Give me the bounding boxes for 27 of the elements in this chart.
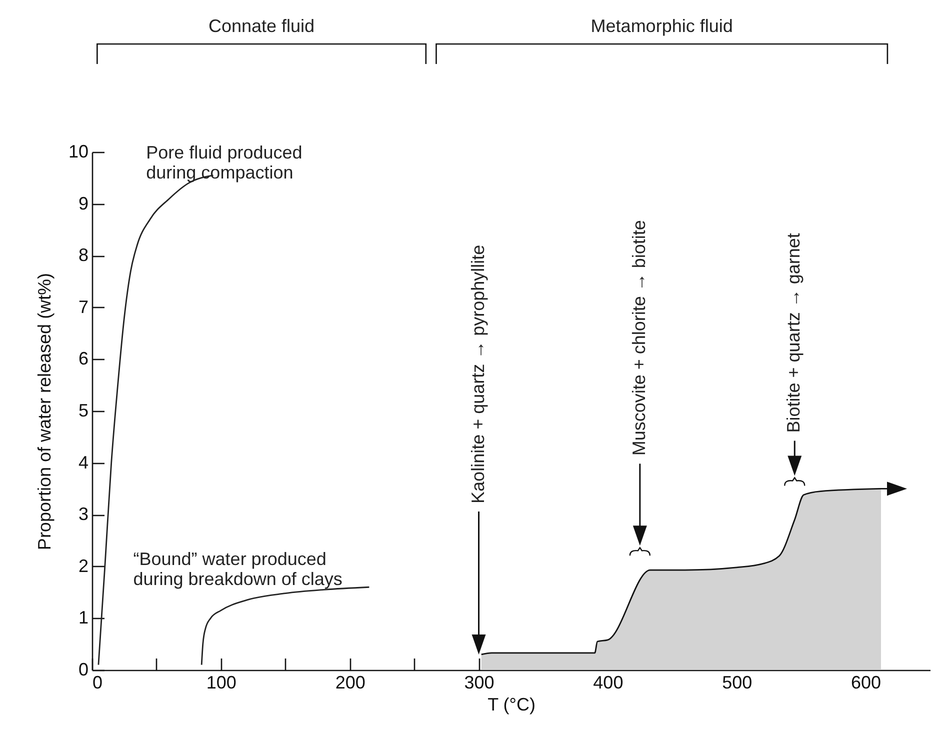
annotation: Biotite + quartz → garnet bbox=[784, 233, 804, 433]
y-tick-label: 2 bbox=[78, 556, 88, 576]
x-tick-label: 0 bbox=[92, 672, 103, 692]
y-tick-label: 7 bbox=[78, 296, 88, 317]
x-axis-title: T (°C) bbox=[488, 694, 536, 714]
x-tick-label: 100 bbox=[206, 672, 236, 692]
y-tick-label: 5 bbox=[78, 400, 88, 420]
x-tick-label: 200 bbox=[335, 672, 366, 692]
x-tick-label: 500 bbox=[722, 672, 752, 692]
annotation: “Bound” water produced during breakdown of clays bbox=[133, 548, 342, 589]
y-axis-title: Proportion of water released (wt%) bbox=[34, 272, 54, 550]
text: Connate fluid bbox=[208, 16, 315, 36]
y-tick-label: 10 bbox=[68, 142, 88, 162]
y-tick-label: 0 bbox=[78, 660, 88, 680]
y-tick-label: 4 bbox=[78, 452, 88, 472]
y-tick-label: 6 bbox=[78, 348, 88, 369]
annotation: Kaolinite + quartz → pyrophyllite bbox=[468, 244, 488, 504]
x-tick-label: 600 bbox=[851, 672, 882, 692]
annotation: Pore fluid produced during compaction bbox=[146, 142, 302, 182]
y-tick-label: 8 bbox=[78, 245, 88, 266]
x-tick-label: 400 bbox=[593, 672, 624, 692]
text: Metamorphic fluid bbox=[590, 16, 733, 36]
y-tick-label: 1 bbox=[78, 608, 88, 628]
y-tick-label: 9 bbox=[78, 193, 88, 214]
y-tick-label: 3 bbox=[78, 504, 88, 524]
annotation: Muscovite + chlorite → biotite bbox=[628, 220, 649, 456]
x-tick-label: 300 bbox=[464, 672, 494, 692]
